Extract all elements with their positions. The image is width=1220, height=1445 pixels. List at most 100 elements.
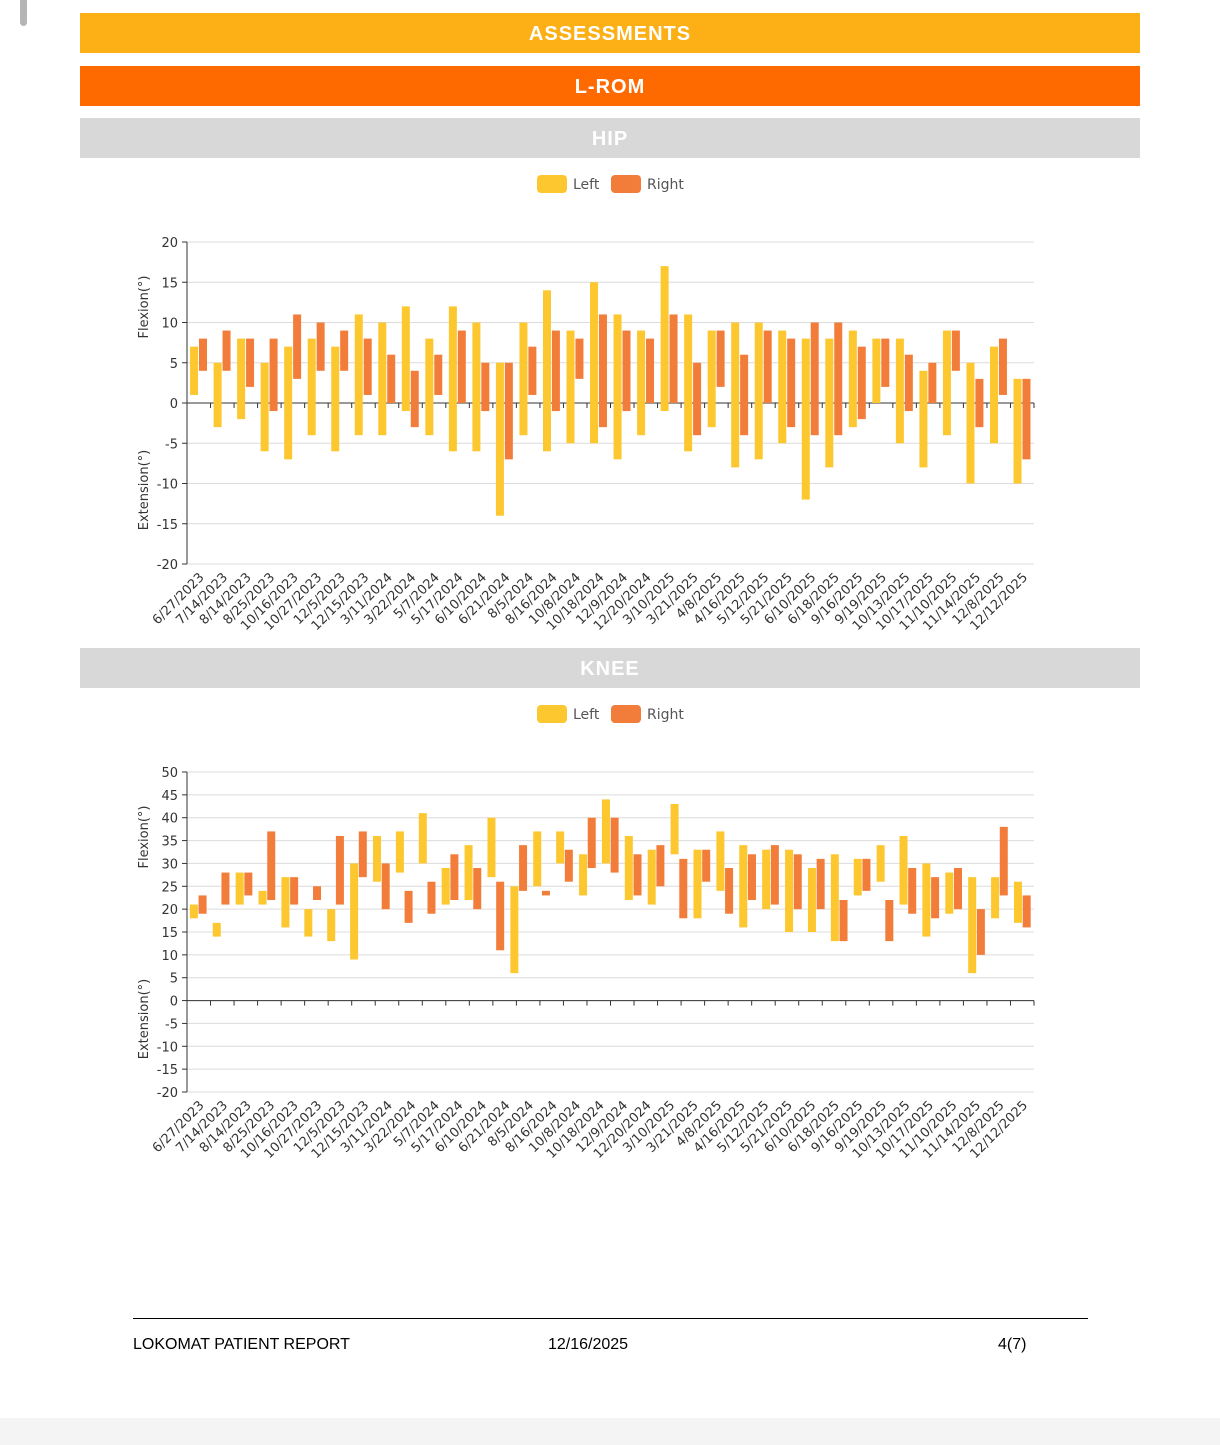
knee-bar-left [945, 872, 954, 914]
knee-bar-left [373, 836, 382, 882]
hip-bar-right [669, 314, 678, 403]
hip-bar-left [331, 346, 340, 452]
hip-bar-left [966, 362, 975, 484]
knee-bar-right [335, 836, 344, 905]
knee-bar-left [624, 836, 633, 900]
knee-ytick-label: 25 [161, 880, 178, 895]
hip-bar-right [363, 338, 372, 395]
knee-ytick-label: 45 [161, 789, 178, 804]
knee-bar-right [999, 826, 1008, 896]
hip-bar-left [566, 330, 575, 444]
knee-bar-right [816, 858, 825, 910]
knee-bar-left [350, 863, 359, 960]
hip-bar-left [707, 330, 716, 428]
hip-bar-left [613, 314, 622, 460]
hip-bar-left [801, 338, 810, 500]
knee-ytick-label: 50 [161, 766, 178, 781]
knee-bar-left [556, 831, 565, 864]
knee-bar-left [991, 877, 1000, 919]
hip-bar-left [731, 322, 740, 468]
knee-ytick-label: 0 [170, 995, 178, 1010]
knee-bar-right [953, 868, 962, 910]
knee-bar-right [610, 817, 619, 873]
hip-ytick-label: 5 [170, 357, 178, 372]
knee-ytick-label: 35 [161, 835, 178, 850]
hip-bar-right [504, 362, 513, 460]
hip-bar-right [881, 338, 890, 387]
knee-bar-left [281, 877, 290, 928]
knee-bar-left [670, 804, 679, 855]
hip-bar-left [637, 330, 646, 436]
knee-bar-right [427, 881, 436, 914]
knee-ytick-label: 40 [161, 812, 178, 827]
hip-bar-right [575, 338, 584, 379]
knee-bar-right [656, 845, 665, 887]
knee-bar-right [564, 849, 573, 882]
knee-bar-left [327, 909, 336, 942]
hip-ytick-label: 10 [161, 317, 178, 332]
hip-ytick-label: -5 [165, 437, 178, 452]
knee-bar-right [221, 872, 230, 905]
hip-bar-right [198, 338, 207, 371]
hip-bar-right [763, 330, 772, 403]
knee-bar-right [450, 854, 459, 900]
knee-bar-left [830, 854, 839, 942]
knee-bar-right [862, 858, 871, 891]
hip-bar-left [401, 306, 410, 412]
hip-bar-right [340, 330, 349, 371]
knee-bar-left [212, 922, 221, 937]
hip-bar-right [693, 362, 702, 436]
knee-bar-right [770, 845, 779, 905]
knee-bar-left [807, 868, 816, 932]
knee-bar-right [541, 890, 550, 896]
hip-bar-right [834, 322, 843, 436]
knee-bar-right [267, 831, 276, 900]
knee-bar-right [496, 881, 505, 951]
hip-bar-left [378, 322, 387, 436]
hip-section-banner: HIP [80, 118, 1140, 158]
hip-bar-right [1022, 378, 1031, 460]
hip-bar-right [457, 330, 466, 403]
hip-ytick-label: -20 [157, 558, 178, 573]
knee-legend-label-right: Right [647, 707, 684, 723]
hip-bar-left [542, 290, 551, 452]
knee-bar-right [1022, 895, 1031, 928]
hip-legend-swatch-left [537, 175, 567, 193]
knee-ylabel-extension: Extension(°) [137, 979, 152, 1059]
bottom-edge [0, 1418, 1220, 1445]
knee-bar-right [473, 868, 482, 910]
hip-legend-label-right: Right [647, 177, 684, 193]
knee-bar-right [679, 858, 688, 919]
hip-bar-left [425, 338, 434, 436]
footer-date: 12/16/2025 [548, 1336, 629, 1353]
knee-bar-right [702, 849, 711, 882]
hip-bar-left [495, 362, 504, 516]
knee-section-banner: KNEE [80, 648, 1140, 688]
hip-rom-chart: Left Right 20 15 10 5 0 -5 -10 -15 -20 Flexion(°) Ex… [137, 175, 1035, 634]
hip-bar-left [354, 314, 363, 436]
knee-bar-right [313, 886, 322, 900]
knee-ylabel-flexion: Flexion(°) [137, 805, 152, 868]
hip-bar-right [622, 330, 631, 412]
scroll-indicator[interactable] [20, 0, 27, 26]
knee-bar-right [931, 877, 940, 919]
knee-bar-left [533, 831, 542, 887]
hip-bar-right [410, 370, 419, 428]
hip-bar-left [237, 338, 246, 420]
knee-bar-right [885, 900, 894, 942]
knee-ytick-label: 10 [161, 949, 178, 964]
knee-rom-chart: Left Right50454035302520151050-5-10-15-20… [137, 705, 1035, 1162]
hip-bar-left [190, 346, 199, 395]
hip-bar-right [646, 338, 655, 403]
hip-bar-left [213, 362, 222, 428]
knee-bar-left [922, 863, 931, 937]
lrom-banner: L-ROM [80, 66, 1140, 106]
hip-bar-left [472, 322, 481, 452]
assessments-banner: ASSESSMENTS [80, 13, 1140, 53]
knee-bar-left [785, 849, 794, 932]
hip-bar-right [716, 330, 725, 387]
knee-bar-left [304, 909, 313, 937]
hip-bar-right [551, 330, 560, 412]
hip-ylabel-extension: Extension(°) [137, 450, 152, 530]
hip-bar-left [684, 314, 693, 452]
